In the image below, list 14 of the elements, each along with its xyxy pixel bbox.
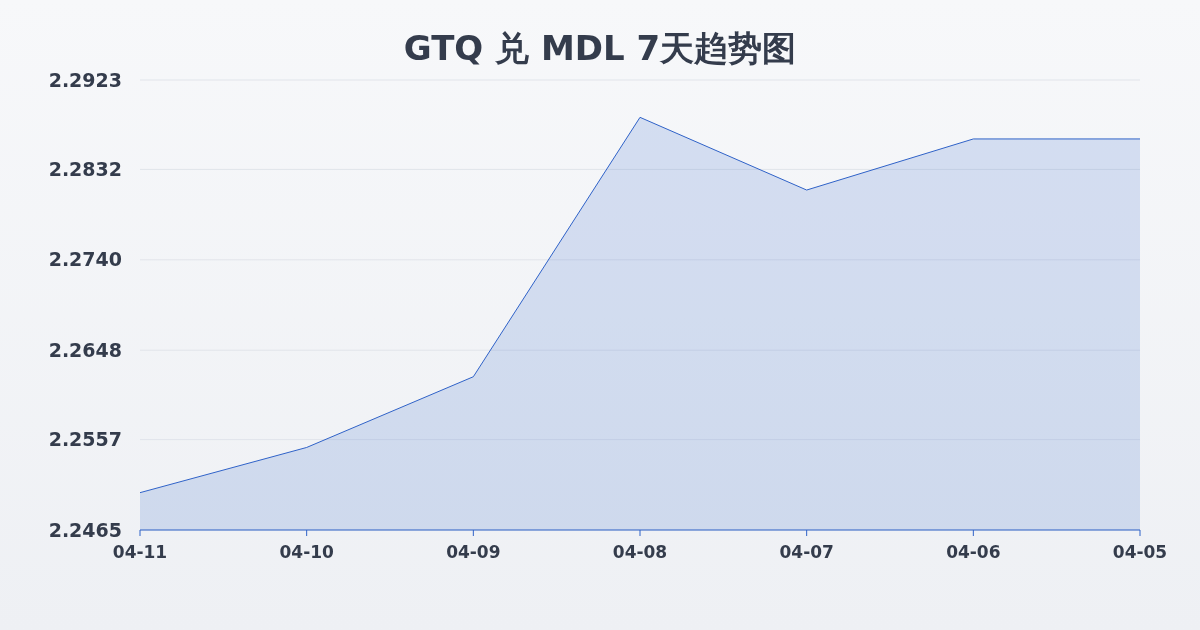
chart-title: GTQ 兑 MDL 7天趋势图 (403, 28, 797, 68)
x-tick-label: 04-08 (612, 542, 668, 562)
x-tick-label: 04-11 (112, 542, 168, 562)
y-tick-label: 2.2740 (48, 248, 122, 271)
y-tick-label: 2.2648 (48, 338, 122, 361)
y-tick-label: 2.2557 (48, 428, 122, 451)
x-tick-label: 04-09 (446, 542, 501, 562)
y-tick-label: 2.2465 (48, 518, 122, 541)
x-tick-label: 04-10 (279, 542, 335, 562)
x-tick-label: 04-05 (1112, 542, 1168, 562)
y-tick-label: 2.2923 (48, 68, 122, 91)
x-tick-label: 04-06 (946, 542, 1001, 562)
x-tick-label: 04-07 (779, 542, 834, 562)
y-tick-label: 2.2832 (48, 158, 122, 181)
